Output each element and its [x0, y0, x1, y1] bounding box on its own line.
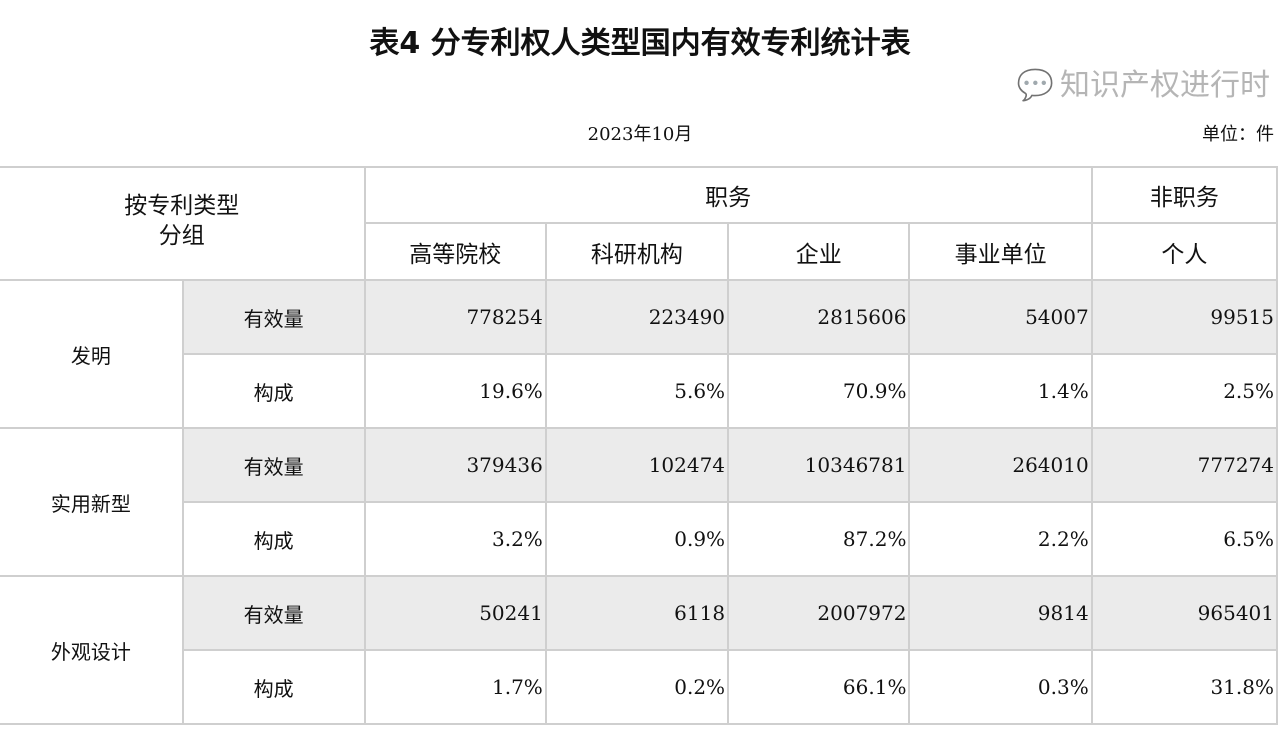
table-cell: 1.4% [908, 353, 1093, 429]
column-header: 事业单位 [908, 222, 1093, 281]
table-cell: 223490 [544, 279, 730, 355]
table-cell: 965401 [1090, 575, 1279, 651]
nonservice-header: 非职务 [1090, 166, 1279, 224]
watermark-text: 知识产权进行时 [1060, 68, 1270, 103]
table-cell: 66.1% [727, 649, 911, 725]
table-row: 构成 3.2% 0.9% 87.2% 2.2% 6.5% [0, 501, 1279, 577]
table-cell: 0.2% [544, 649, 730, 725]
table-row: 构成 1.7% 0.2% 66.1% 0.3% 31.8% [0, 649, 1279, 725]
row-label: 构成 [181, 353, 366, 429]
row-label: 有效量 [181, 427, 366, 503]
table-cell: 54007 [908, 279, 1093, 355]
row-label: 构成 [181, 649, 366, 725]
column-header: 科研机构 [544, 222, 730, 281]
wechat-icon: 💬 [1016, 68, 1054, 103]
table-cell: 264010 [908, 427, 1093, 503]
table-cell: 50241 [363, 575, 547, 651]
group-name: 发明 [0, 279, 184, 429]
table-row: 实用新型 有效量 379436 102474 10346781 264010 777274 [0, 427, 1279, 577]
table-cell: 10346781 [727, 427, 911, 503]
page-title: 表4 分专利权人类型国内有效专利统计表 [369, 26, 911, 61]
table-cell: 1.7% [363, 649, 547, 725]
row-label: 有效量 [181, 279, 366, 355]
group-header: 按专利类型 分组 [0, 166, 366, 281]
table-cell: 102474 [544, 427, 730, 503]
table-cell: 2.5% [1090, 353, 1279, 429]
table-cell: 19.6% [363, 353, 547, 429]
date-label: 2023年10月 [587, 124, 693, 145]
patent-table: 按专利类型 分组 职务 非职务 高等院校 科研机构 企业 事业单位 个人 发明有… [0, 166, 1279, 725]
table-row: 构成 19.6% 5.6% 70.9% 1.4% 2.5% [0, 353, 1279, 429]
table-cell: 6.5% [1090, 501, 1279, 577]
table-cell: 2815606 [727, 279, 911, 355]
group-name: 实用新型 [0, 427, 184, 577]
table-cell: 2.2% [908, 501, 1093, 577]
table-cell: 31.8% [1090, 649, 1279, 725]
table-cell: 777274 [1090, 427, 1279, 503]
table-row: 外观设计 有效量 50241 6118 2007972 9814 965401 [0, 575, 1279, 725]
table-cell: 0.3% [908, 649, 1093, 725]
column-header: 企业 [727, 222, 911, 281]
table-cell: 379436 [363, 427, 547, 503]
table-body: 发明 有效量 778254 223490 2815606 54007 99515 构成 19.6… [0, 279, 1279, 725]
table-cell: 3.2% [363, 501, 547, 577]
column-header: 高等院校 [363, 222, 547, 281]
table-cell: 0.9% [544, 501, 730, 577]
watermark: 💬 知识产权进行时 [1017, 66, 1270, 106]
group-name: 外观设计 [0, 575, 184, 725]
table-cell: 87.2% [727, 501, 911, 577]
table-row: 发明 有效量 778254 223490 2815606 54007 99515 [0, 279, 1279, 429]
row-label: 构成 [181, 501, 366, 577]
table-cell: 5.6% [544, 353, 730, 429]
table-cell: 778254 [363, 279, 547, 355]
row-label: 有效量 [181, 575, 366, 651]
column-header: 个人 [1090, 222, 1279, 281]
unit-label: 单位：件 [1202, 124, 1274, 145]
table-cell: 9814 [908, 575, 1093, 651]
service-header: 职务 [363, 166, 1093, 224]
table-cell: 6118 [544, 575, 730, 651]
table-cell: 99515 [1090, 279, 1279, 355]
group-header-label: 按专利类型 分组 [124, 192, 240, 249]
table-cell: 2007972 [727, 575, 911, 651]
table-cell: 70.9% [727, 353, 911, 429]
